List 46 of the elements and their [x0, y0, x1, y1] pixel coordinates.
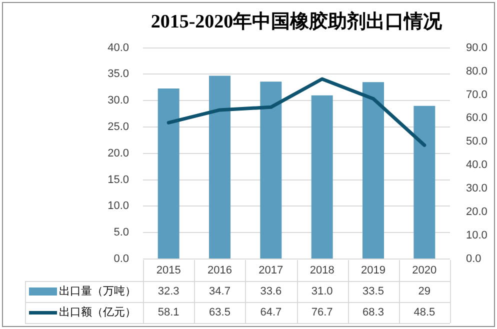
- data-label: 58.1: [158, 306, 180, 319]
- y2-tick-label: 10.0: [466, 230, 488, 242]
- bar: [209, 76, 230, 258]
- y-tick-label: 0.0: [114, 253, 129, 266]
- y2-tick-label: 40.0: [466, 159, 488, 172]
- bar: [362, 82, 384, 258]
- data-label: 33.5: [362, 286, 384, 298]
- y-tick-label: 5.0: [114, 226, 129, 239]
- data-label: 32.3: [158, 286, 180, 298]
- y2-tick-label: 60.0: [466, 112, 488, 124]
- data-label: 33.6: [260, 286, 282, 298]
- y2-tick-label: 90.0: [466, 42, 488, 54]
- data-label: 48.5: [414, 306, 436, 319]
- y-tick-label: 15.0: [108, 174, 129, 186]
- x-tick-label: 2018: [310, 264, 334, 277]
- legend-label: 出口额（亿元）: [59, 306, 136, 319]
- data-label: 68.3: [362, 306, 384, 319]
- x-tick-label: 2020: [412, 264, 437, 277]
- bar: [311, 95, 333, 258]
- bar: [260, 82, 282, 258]
- y-tick-label: 30.0: [108, 94, 129, 107]
- chart-title: 2015-2020年中国橡胶助剂出口情况: [150, 10, 444, 32]
- data-label: 29: [418, 286, 431, 298]
- y2-tick-label: 30.0: [466, 182, 488, 195]
- x-tick-label: 2015: [156, 264, 181, 277]
- bar: [414, 106, 436, 258]
- y2-tick-label: 80.0: [466, 65, 488, 78]
- y-tick-label: 10.0: [108, 200, 129, 212]
- y2-tick-label: 50.0: [466, 136, 488, 148]
- data-label: 31.0: [311, 286, 333, 298]
- data-label: 64.7: [260, 306, 282, 319]
- x-tick-label: 2016: [208, 264, 232, 277]
- y2-tick-label: 0.0: [466, 253, 482, 266]
- y-tick-label: 40.0: [108, 42, 129, 54]
- data-label: 34.7: [209, 286, 230, 298]
- legend-label: 出口量（万吨）: [59, 284, 136, 298]
- data-label: 76.7: [311, 306, 333, 319]
- y-tick-label: 35.0: [108, 68, 129, 80]
- x-tick-label: 2017: [258, 264, 284, 277]
- y-tick-label: 20.0: [108, 147, 129, 160]
- y-tick-label: 25.0: [108, 121, 129, 134]
- bar: [158, 88, 180, 258]
- y2-tick-label: 20.0: [466, 206, 488, 218]
- x-tick-label: 2019: [361, 264, 386, 277]
- data-label: 63.5: [209, 306, 230, 319]
- y2-tick-label: 70.0: [466, 88, 488, 101]
